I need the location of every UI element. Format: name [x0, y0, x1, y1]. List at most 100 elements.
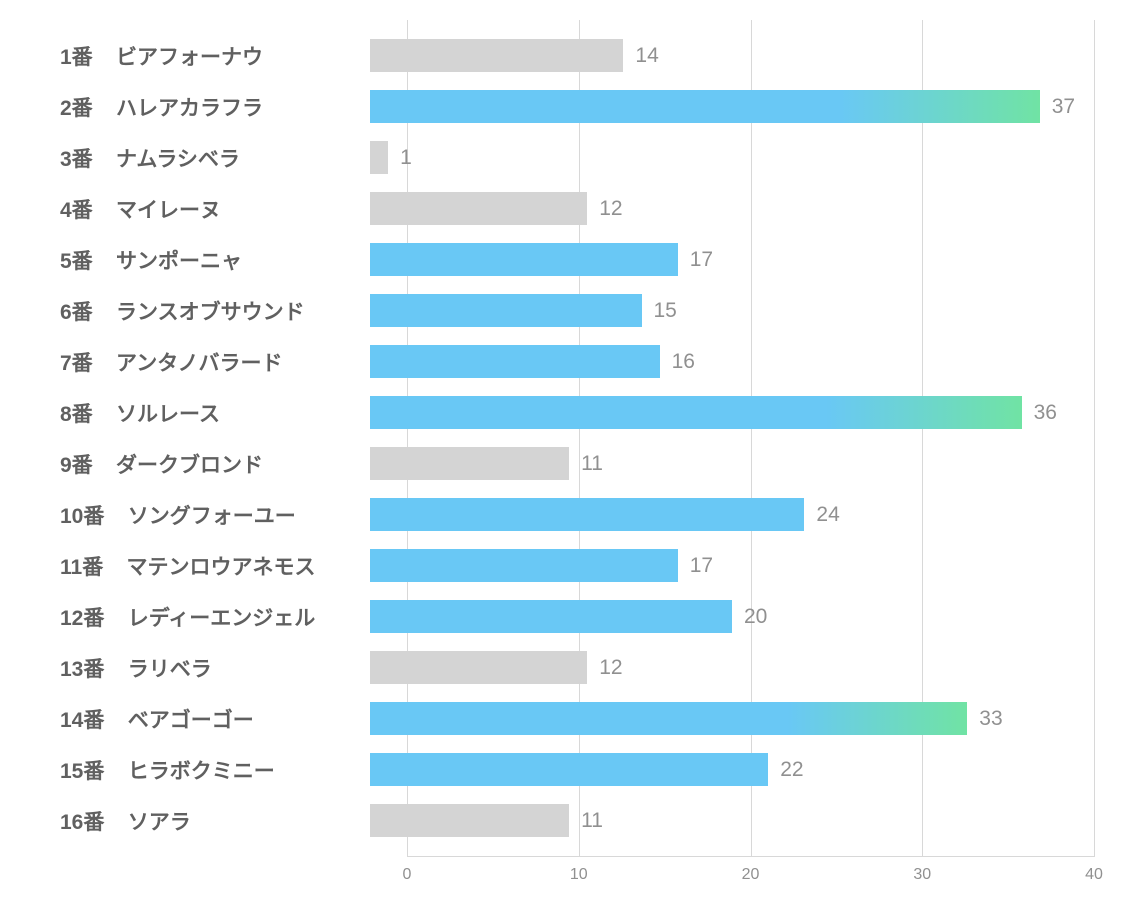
y-axis-label: 3番 ナムラシベラ — [0, 143, 370, 173]
bar-area: 1 — [370, 132, 1134, 183]
y-axis-label: 1番 ビアフォーナウ — [0, 41, 370, 71]
bar-value-label: 11 — [581, 452, 603, 476]
x-tick-label: 10 — [570, 866, 588, 884]
chart-row: 11番 マテンロウアネモス17 — [0, 540, 1134, 591]
bar-area: 17 — [370, 540, 1134, 591]
y-axis-label: 2番 ハレアカラフラ — [0, 92, 370, 122]
row-name: ソアラ — [128, 811, 191, 834]
bar-area: 37 — [370, 81, 1134, 132]
y-axis-label: 15番 ヒラボクミニー — [0, 755, 370, 785]
bar-value-label: 15 — [654, 299, 677, 323]
row-name: サンポーニャ — [116, 250, 242, 273]
x-tick-label: 0 — [403, 866, 412, 884]
row-name: ハレアカラフラ — [116, 97, 263, 120]
row-name: ダークブロンド — [116, 454, 263, 477]
row-number: 2番 — [60, 97, 93, 120]
row-number: 11番 — [60, 556, 103, 579]
bar: 11 — [370, 447, 569, 480]
bar-value-label: 37 — [1052, 95, 1075, 119]
bar: 22 — [370, 753, 768, 786]
y-axis-label: 10番 ソングフォーユー — [0, 500, 370, 530]
chart-row: 4番 マイレーヌ12 — [0, 183, 1134, 234]
bar-area: 33 — [370, 693, 1134, 744]
bar-area: 20 — [370, 591, 1134, 642]
row-number: 14番 — [60, 709, 104, 732]
row-number: 4番 — [60, 199, 93, 222]
row-number: 16番 — [60, 811, 104, 834]
row-name: ソルレース — [116, 403, 220, 426]
horizontal-bar-chart: 1番 ビアフォーナウ142番 ハレアカラフラ373番 ナムラシベラ14番 マイレ… — [0, 0, 1134, 907]
row-name: ヒラボクミニー — [128, 760, 275, 783]
chart-row: 16番 ソアラ11 — [0, 795, 1134, 846]
y-axis-label: 8番 ソルレース — [0, 398, 370, 428]
bar: 17 — [370, 549, 678, 582]
chart-rows: 1番 ビアフォーナウ142番 ハレアカラフラ373番 ナムラシベラ14番 マイレ… — [0, 30, 1134, 846]
x-tick-label: 30 — [913, 866, 931, 884]
row-name: マイレーヌ — [116, 199, 221, 222]
chart-row: 6番 ランスオブサウンド 15 — [0, 285, 1134, 336]
row-name: マテンロウアネモス — [127, 556, 316, 579]
bar-value-label: 16 — [672, 350, 695, 374]
chart-row: 3番 ナムラシベラ1 — [0, 132, 1134, 183]
row-name: レディーエンジェル — [128, 607, 316, 630]
y-axis-label: 6番 ランスオブサウンド — [0, 296, 370, 326]
row-name: ランスオブサウンド — [116, 301, 305, 324]
bar-area: 24 — [370, 489, 1134, 540]
chart-row: 10番 ソングフォーユー24 — [0, 489, 1134, 540]
bar-value-label: 17 — [690, 248, 713, 272]
bar: 20 — [370, 600, 732, 633]
row-number: 8番 — [60, 403, 93, 426]
row-number: 13番 — [60, 658, 104, 681]
bar-value-label: 14 — [635, 44, 658, 68]
bar: 11 — [370, 804, 569, 837]
row-name: ナムラシベラ — [116, 148, 240, 171]
row-number: 7番 — [60, 352, 93, 375]
bar-value-label: 36 — [1034, 401, 1057, 425]
y-axis-label: 13番 ラリベラ — [0, 653, 370, 683]
bar: 12 — [370, 651, 587, 684]
bar: 36 — [370, 396, 1022, 429]
bar-area: 36 — [370, 387, 1134, 438]
y-axis-label: 7番 アンタノバラード — [0, 347, 370, 377]
bar: 17 — [370, 243, 678, 276]
bar: 24 — [370, 498, 804, 531]
bar-value-label: 22 — [780, 758, 803, 782]
chart-row: 9番 ダークブロンド11 — [0, 438, 1134, 489]
row-number: 6番 — [60, 301, 93, 324]
bar-value-label: 17 — [690, 554, 713, 578]
bar-area: 16 — [370, 336, 1134, 387]
y-axis-label: 9番 ダークブロンド — [0, 449, 370, 479]
bar: 33 — [370, 702, 967, 735]
y-axis-label: 4番 マイレーヌ — [0, 194, 370, 224]
bar-value-label: 11 — [581, 809, 603, 833]
bar: 12 — [370, 192, 587, 225]
chart-row: 13番 ラリベラ12 — [0, 642, 1134, 693]
bar-value-label: 1 — [400, 146, 412, 170]
x-tick-label: 20 — [742, 866, 760, 884]
row-name: ビアフォーナウ — [116, 46, 263, 69]
bar: 14 — [370, 39, 623, 72]
row-number: 12番 — [60, 607, 104, 630]
bar-value-label: 12 — [599, 656, 622, 680]
chart-row: 15番 ヒラボクミニー22 — [0, 744, 1134, 795]
row-number: 15番 — [60, 760, 104, 783]
bar: 37 — [370, 90, 1040, 123]
bar-area: 22 — [370, 744, 1134, 795]
bar-value-label: 12 — [599, 197, 622, 221]
bar: 16 — [370, 345, 660, 378]
y-axis-label: 5番 サンポーニャ — [0, 245, 370, 275]
bar-area: 15 — [370, 285, 1134, 336]
row-name: アンタノバラード — [116, 352, 283, 375]
bar-area: 11 — [370, 795, 1134, 846]
y-axis-label: 14番 ベアゴーゴー — [0, 704, 370, 734]
bar-value-label: 24 — [816, 503, 839, 527]
row-name: ベアゴーゴー — [128, 709, 254, 732]
y-axis-label: 16番 ソアラ — [0, 806, 370, 836]
chart-row: 7番 アンタノバラード16 — [0, 336, 1134, 387]
chart-row: 5番 サンポーニャ17 — [0, 234, 1134, 285]
chart-row: 1番 ビアフォーナウ14 — [0, 30, 1134, 81]
chart-row: 12番 レディーエンジェル 20 — [0, 591, 1134, 642]
row-number: 9番 — [60, 454, 93, 477]
bar: 1 — [370, 141, 388, 174]
y-axis-label: 11番 マテンロウアネモス — [0, 551, 370, 581]
